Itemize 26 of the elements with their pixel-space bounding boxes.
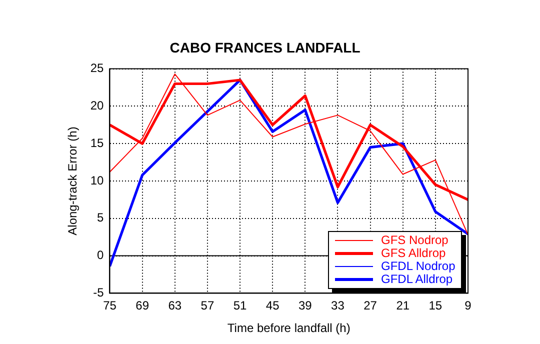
x-tick-label: 51 bbox=[233, 298, 248, 313]
x-tick-label: 15 bbox=[428, 298, 442, 313]
x-tick-label: 69 bbox=[136, 298, 150, 313]
x-tick-label: 21 bbox=[396, 298, 410, 313]
x-tick-label: 9 bbox=[464, 298, 472, 313]
x-tick-label: 27 bbox=[364, 298, 378, 313]
y-axis-title: Along-track Error (h) bbox=[66, 126, 80, 236]
x-tick-label: 33 bbox=[331, 298, 345, 313]
legend-label: GFDL Alldrop bbox=[381, 272, 453, 286]
x-tick-label: 39 bbox=[298, 298, 312, 313]
legend-label: GFS Nodrop bbox=[381, 233, 448, 248]
x-tick-label: 75 bbox=[103, 298, 117, 313]
x-tick-label: 63 bbox=[168, 298, 182, 313]
y-tick-label: -5 bbox=[93, 286, 104, 300]
x-axis-title: Time before landfall (h) bbox=[227, 321, 350, 336]
legend-label: GFS Alldrop bbox=[381, 246, 446, 260]
legend-label: GFDL Nodrop bbox=[381, 259, 456, 274]
y-tick-label: 0 bbox=[97, 248, 104, 262]
y-tick-label: 25 bbox=[90, 61, 104, 76]
x-tick-label: 45 bbox=[266, 298, 280, 313]
x-tick-label: 57 bbox=[200, 298, 214, 313]
y-tick-label: 20 bbox=[90, 98, 104, 113]
y-tick-label: 10 bbox=[90, 173, 104, 188]
y-tick-label: 15 bbox=[90, 136, 104, 150]
y-tick-label: 5 bbox=[97, 210, 104, 225]
chart-title: CABO FRANCES LANDFALL bbox=[170, 39, 361, 56]
